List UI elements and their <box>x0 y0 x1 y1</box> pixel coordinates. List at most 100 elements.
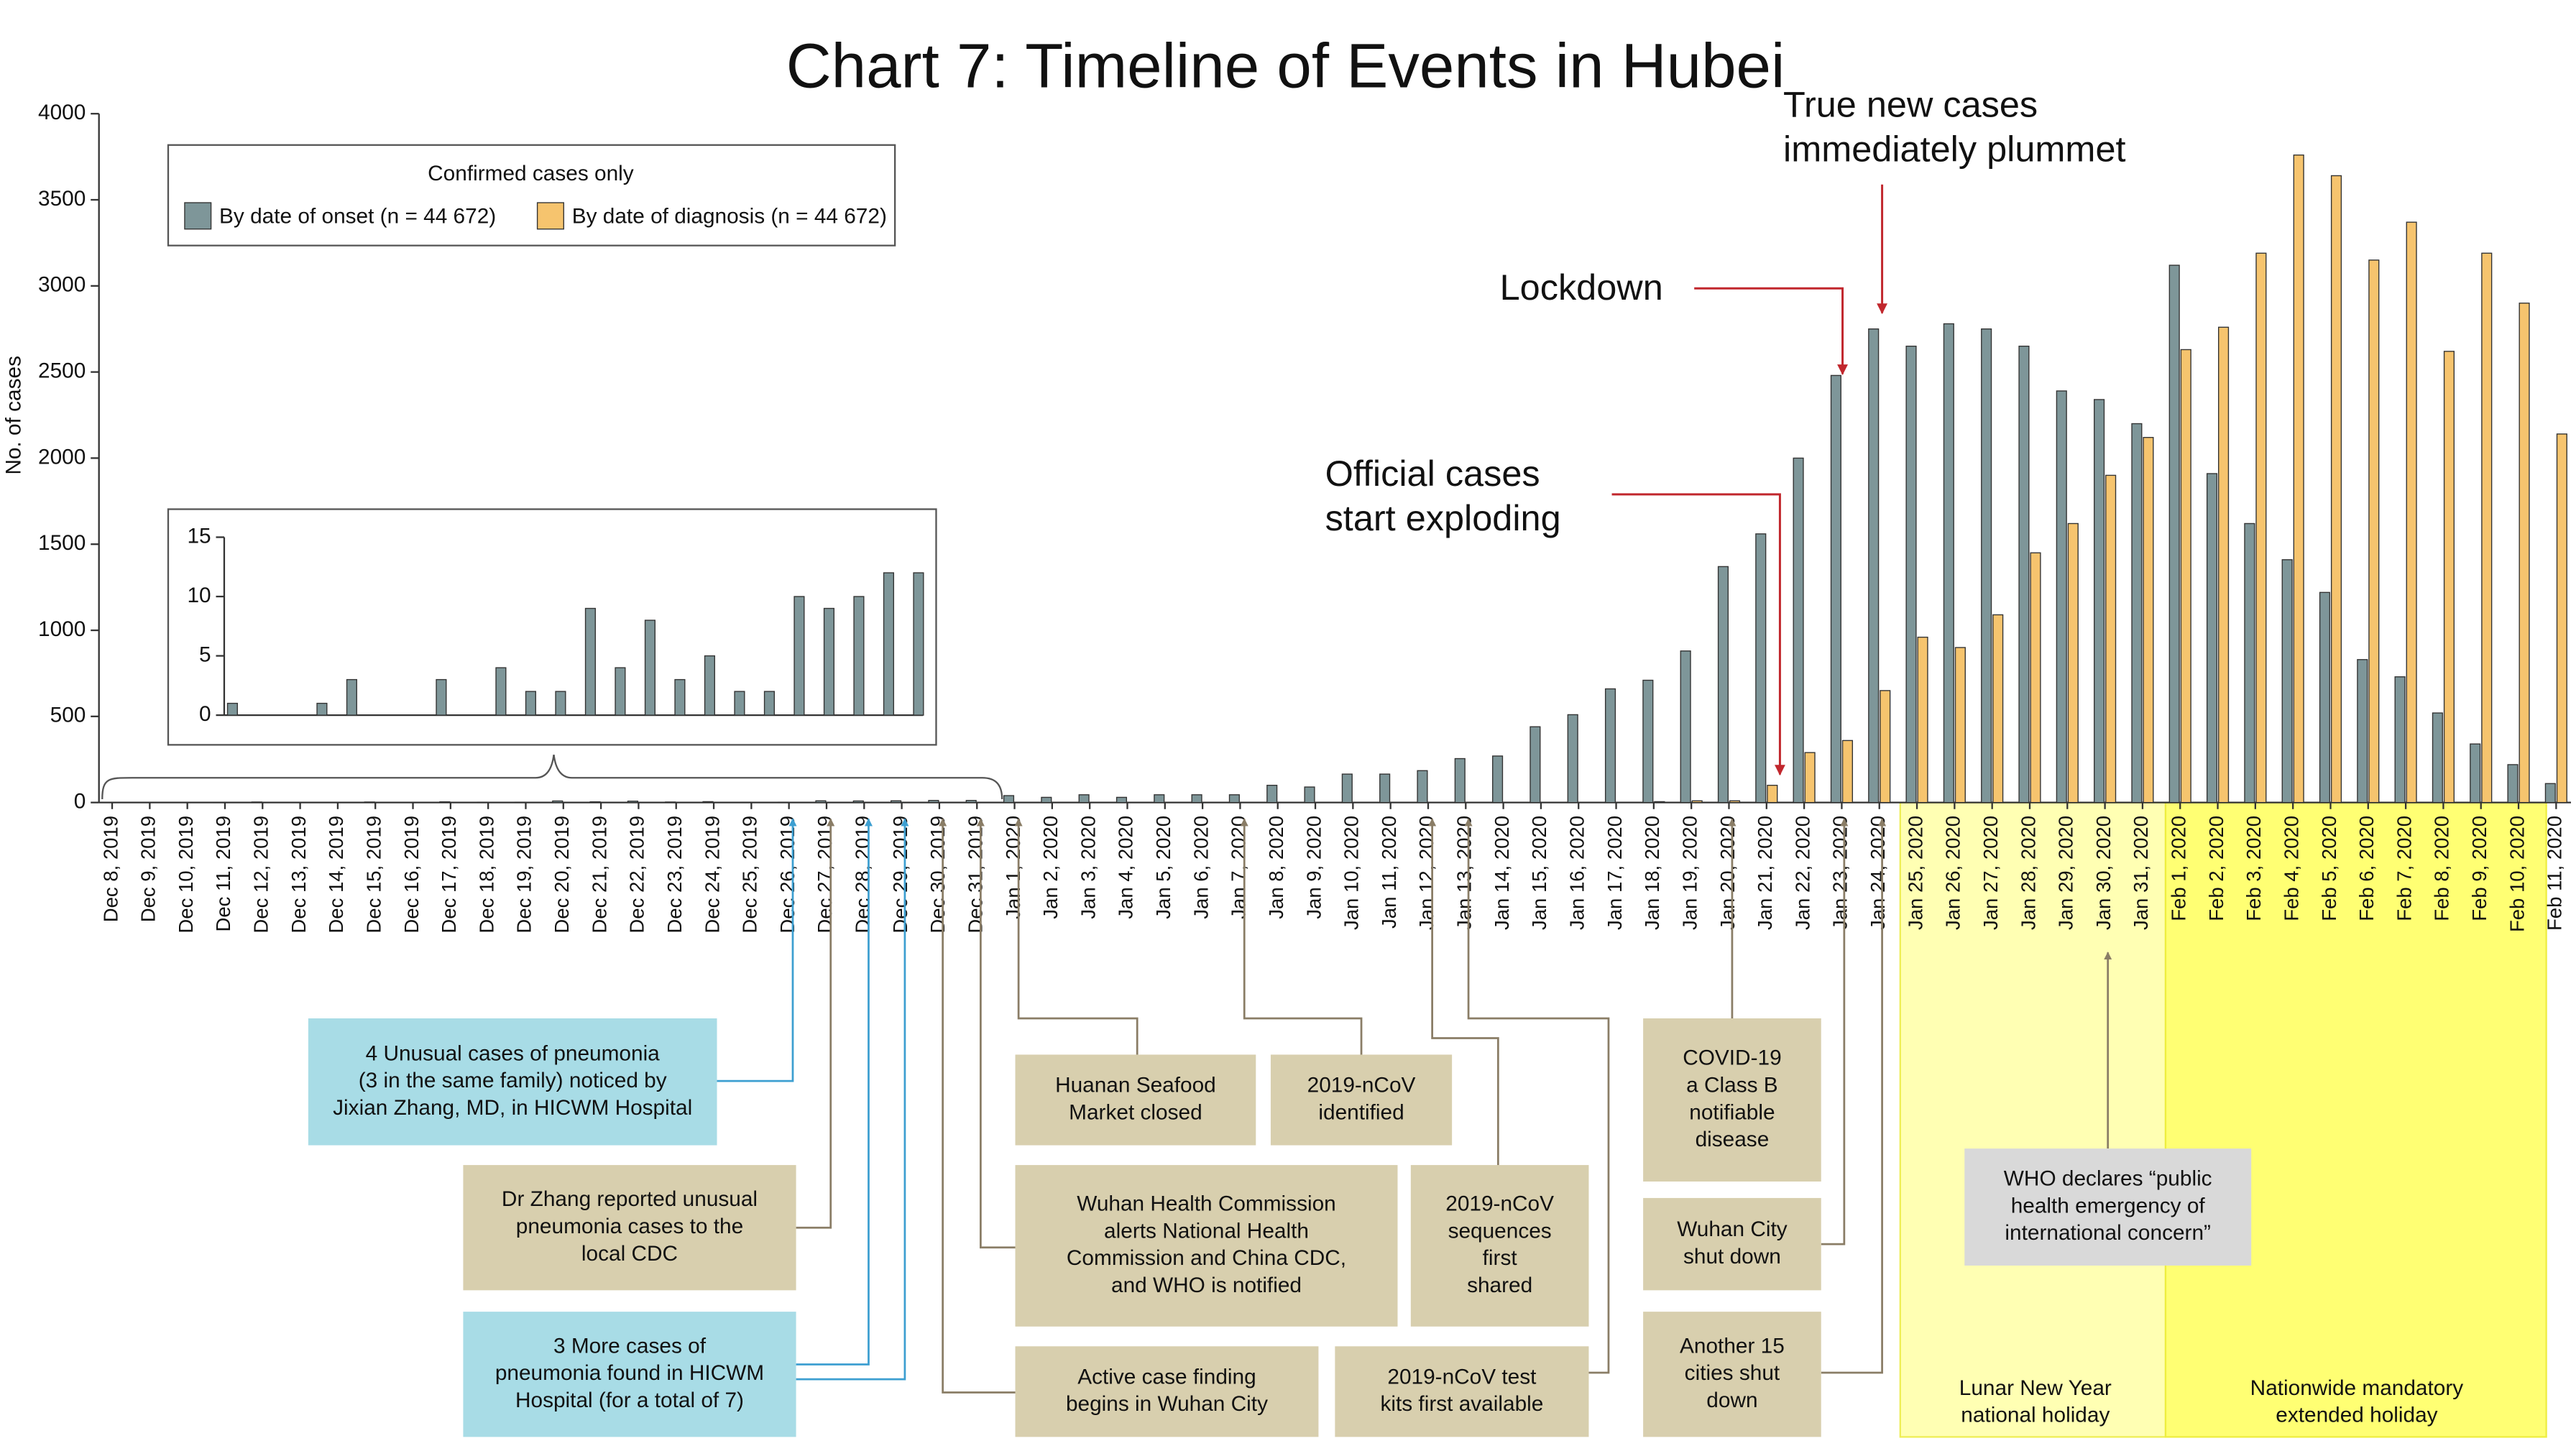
y-tick-label: 4000 <box>38 101 86 124</box>
event-text: Huanan Seafood <box>1055 1073 1216 1097</box>
legend-label: By date of onset (n = 44 672) <box>219 205 496 229</box>
bar <box>2067 522 2079 803</box>
bar <box>1341 773 1353 803</box>
bar <box>1943 323 1954 803</box>
x-tick-label: Dec 23, 2019 <box>663 816 686 934</box>
bar <box>815 800 827 803</box>
x-tick-label: Jan 18, 2020 <box>1641 816 1663 930</box>
event-box <box>1335 1346 1589 1437</box>
bar <box>1191 794 1202 803</box>
x-tick-label: Dec 8, 2019 <box>99 816 121 922</box>
legend-box <box>167 144 896 247</box>
bar <box>1793 457 1804 803</box>
x-tick-label: Dec 22, 2019 <box>626 816 648 934</box>
bar <box>1041 796 1052 803</box>
bar <box>1228 794 1240 803</box>
bar <box>1992 614 2004 803</box>
inset-y-tick-label: 5 <box>199 643 211 666</box>
x-tick-label: Dec 16, 2019 <box>400 816 423 934</box>
x-tick-label: Dec 26, 2019 <box>776 816 799 934</box>
event-text: Active case finding <box>1077 1365 1256 1389</box>
bar <box>2143 436 2154 803</box>
bar <box>1003 795 1015 803</box>
bar <box>2168 264 2180 803</box>
event-text: down <box>1706 1389 1757 1412</box>
event-text: Another 15 <box>1680 1334 1785 1358</box>
legend-title: Confirmed cases only <box>428 162 634 185</box>
bar <box>439 801 451 803</box>
inset-y-tick-label: 0 <box>199 702 211 726</box>
bar <box>665 801 676 803</box>
bar <box>615 667 626 716</box>
connector <box>796 818 835 1229</box>
x-tick-label: Feb 11, 2020 <box>2544 816 2566 931</box>
bar <box>1454 757 1466 803</box>
holiday-band <box>2164 801 2547 1438</box>
x-tick-label: Jan 14, 2020 <box>1491 816 1513 930</box>
bar <box>674 678 686 716</box>
x-tick-label: Feb 7, 2020 <box>2393 816 2415 921</box>
x-tick-label: Dec 15, 2019 <box>362 816 385 934</box>
x-tick-label: Feb 8, 2020 <box>2431 816 2453 921</box>
chart-title: Chart 7: Timeline of Events in Hubei <box>786 32 1785 101</box>
connector <box>796 818 873 1366</box>
x-tick-label: Jan 21, 2020 <box>1754 816 1776 930</box>
bar <box>2406 221 2417 803</box>
event-text: Wuhan Health Commission <box>1077 1192 1335 1216</box>
x-tick-label: Jan 13, 2020 <box>1453 816 1476 930</box>
event-text: health emergency of <box>2011 1194 2206 1217</box>
annotation-text: True new cases <box>1783 83 2038 124</box>
connector <box>717 818 797 1082</box>
x-tick-label: Dec 20, 2019 <box>551 816 573 934</box>
bar <box>2556 433 2567 803</box>
event-text: pneumonia cases to the <box>516 1215 743 1238</box>
event-text: cities shut <box>1685 1361 1780 1385</box>
event-text: disease <box>1696 1128 1770 1151</box>
x-tick-label: Dec 21, 2019 <box>588 816 610 934</box>
event-box <box>1643 1197 1821 1291</box>
x-tick-label: Dec 31, 2019 <box>964 816 986 934</box>
event-text: local CDC <box>581 1242 678 1266</box>
annotation-text: Lockdown <box>1500 267 1663 308</box>
bar <box>853 596 865 716</box>
bar <box>1642 679 1654 803</box>
bar <box>2481 252 2493 803</box>
bar <box>965 800 977 803</box>
bar <box>1567 714 1578 803</box>
event-box <box>463 1312 796 1437</box>
bar <box>702 801 714 803</box>
bar <box>1379 773 1391 803</box>
x-tick-label: Jan 31, 2020 <box>2130 816 2152 930</box>
bar <box>794 596 805 716</box>
bar <box>346 678 357 716</box>
event-text: WHO declares “public <box>2004 1167 2212 1191</box>
y-tick-label: 1000 <box>38 617 86 641</box>
x-tick-label: Feb 5, 2020 <box>2318 816 2340 921</box>
event-text: first <box>1483 1246 1518 1270</box>
bar <box>525 691 536 716</box>
connector <box>976 818 1016 1249</box>
holiday-band <box>1899 801 2167 1438</box>
x-tick-label: Jan 24, 2020 <box>1867 816 1889 930</box>
y-tick-label: 1500 <box>38 531 86 555</box>
bar <box>823 607 835 716</box>
bar <box>2443 351 2455 803</box>
bar <box>1530 726 1541 803</box>
background-layer <box>1899 801 2547 1438</box>
event-text: 2019-nCoV <box>1445 1192 1554 1216</box>
connector <box>1464 818 1610 1374</box>
event-text: international concern” <box>2005 1221 2211 1245</box>
bar <box>1880 690 1891 803</box>
bar <box>928 800 939 803</box>
annotation-text: start exploding <box>1325 497 1561 538</box>
bar <box>1604 688 1616 803</box>
y-tick-label: 2000 <box>38 445 86 469</box>
event-text: 3 More cases of <box>553 1334 707 1358</box>
x-tick-label: Dec 19, 2019 <box>513 816 535 934</box>
x-tick-label: Jan 30, 2020 <box>2092 816 2115 930</box>
holiday-label: extended holiday <box>2276 1404 2437 1427</box>
bar <box>2432 712 2443 803</box>
bar <box>1717 566 1729 803</box>
x-tick-label: Dec 25, 2019 <box>739 816 761 934</box>
event-text: Commission and China CDC, <box>1067 1246 1346 1270</box>
